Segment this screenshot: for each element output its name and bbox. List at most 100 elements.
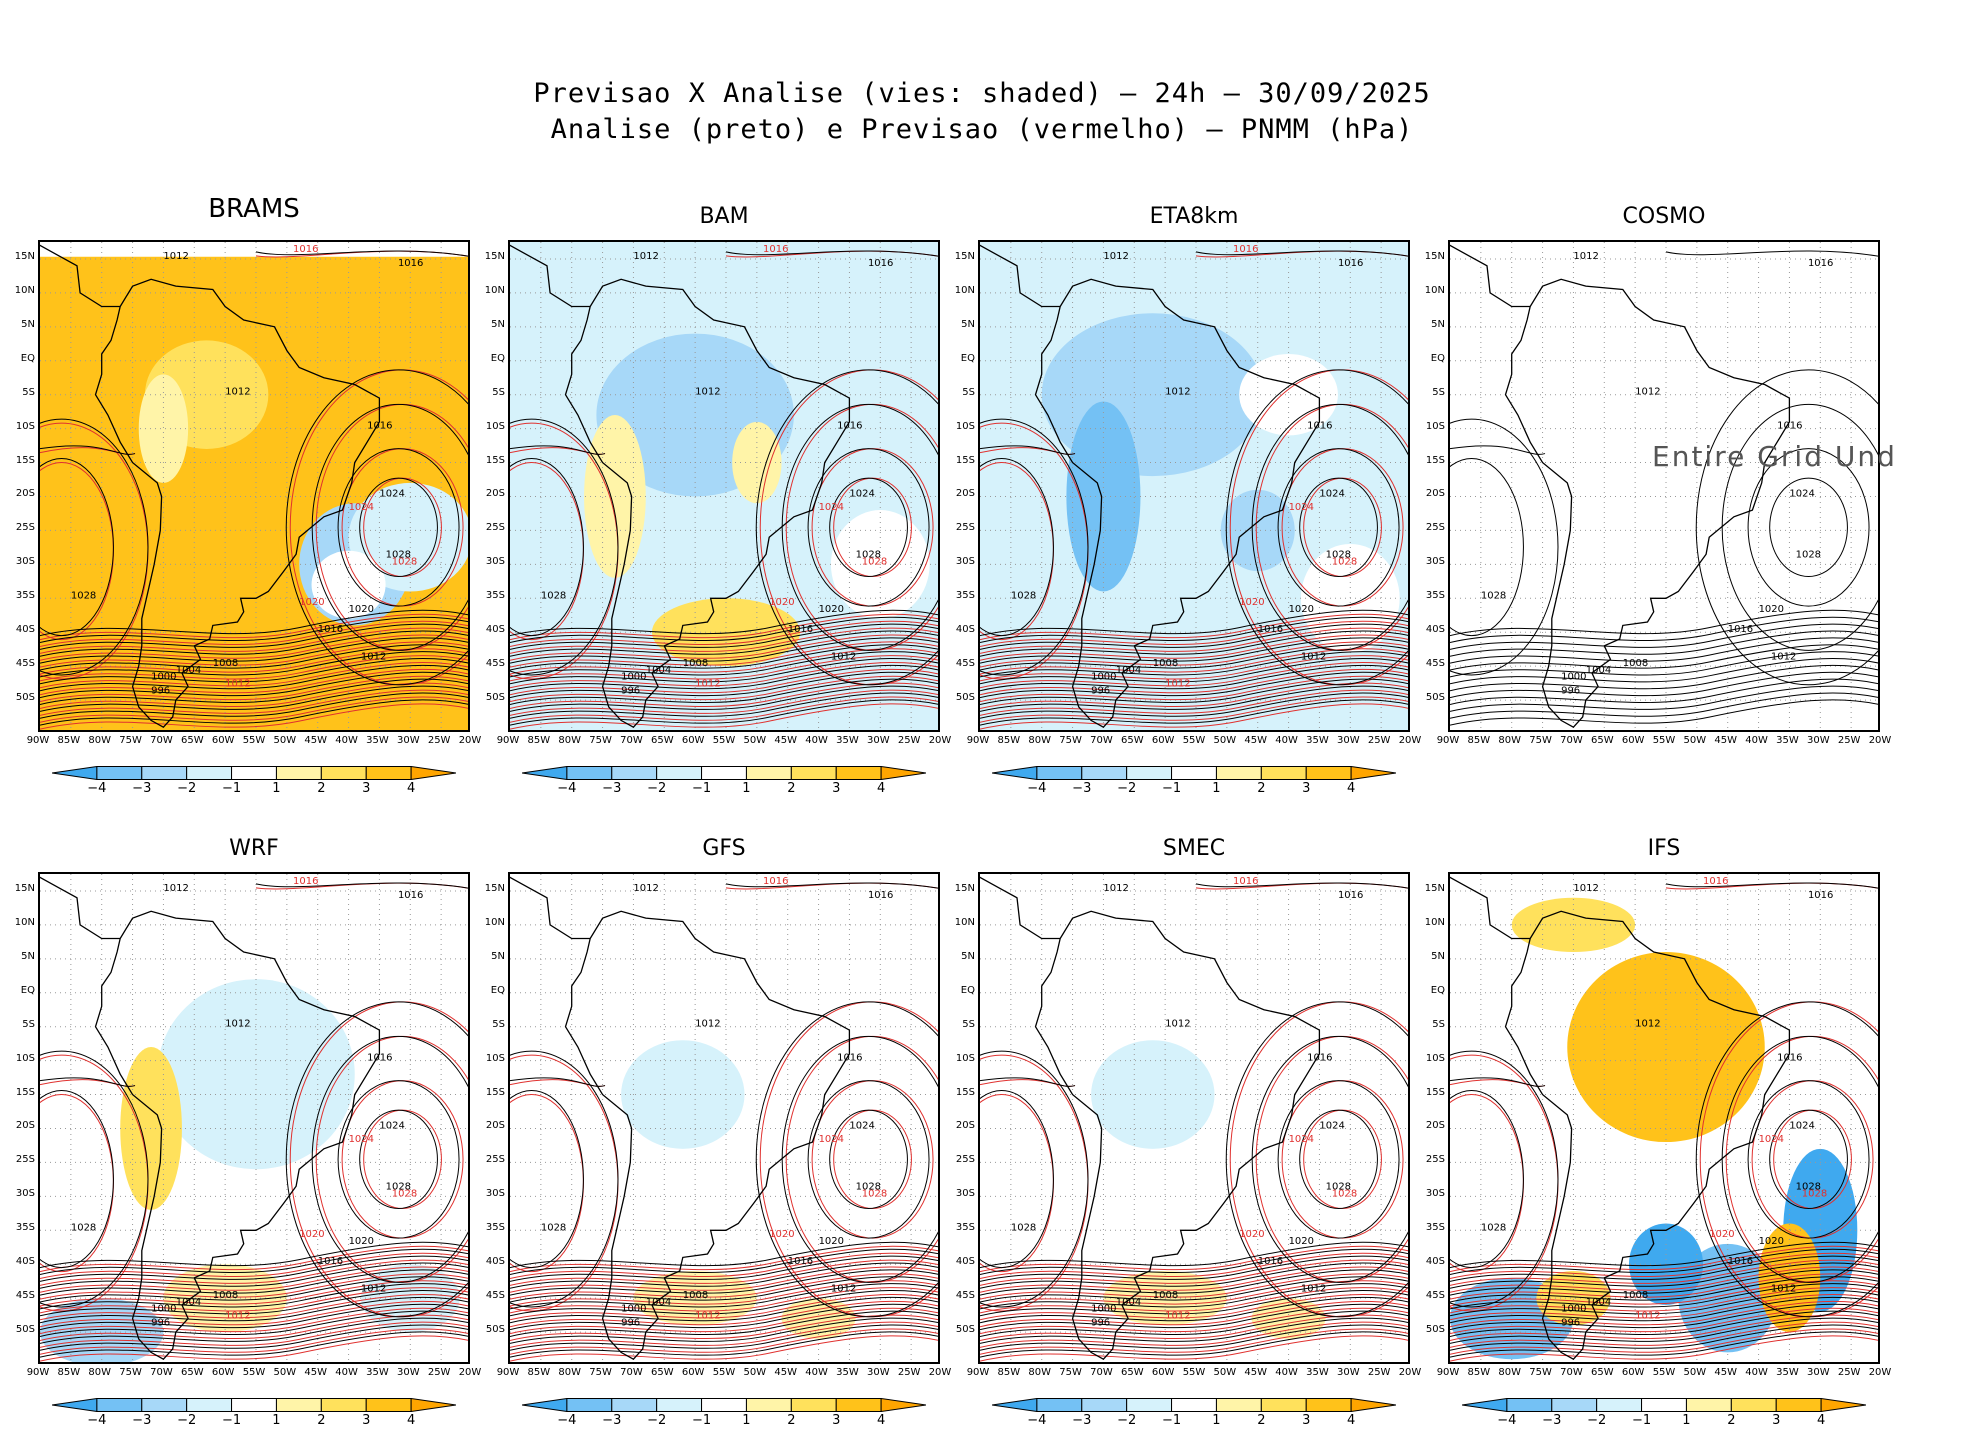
longitude-label: 70W — [620, 735, 643, 746]
bias-shading-blob — [1220, 489, 1295, 572]
latitude-label: 5S — [962, 386, 975, 398]
longitude-label: 25W — [427, 1367, 451, 1378]
longitude-label: 90W — [26, 1367, 50, 1378]
colorbar-label: −4 — [1497, 1413, 1517, 1428]
longitude-label: 65W — [650, 1367, 674, 1378]
longitude-label: 60W — [681, 1367, 705, 1378]
isobar-label: 1016 — [1808, 258, 1833, 269]
longitude-label: 20W — [1868, 1367, 1892, 1378]
isobar-contours — [980, 882, 1408, 1362]
longitude-label: 20W — [458, 1367, 482, 1378]
longitude-label: 80W — [1028, 1367, 1052, 1378]
isobar-label: 1008 — [1153, 658, 1178, 669]
colorbar-label: −2 — [647, 1413, 667, 1428]
isobar-label: 1024 — [379, 488, 404, 499]
title-line-2: Analise (preto) e Previsao (vermelho) — … — [550, 114, 1414, 145]
latitude-label: 10N — [1424, 284, 1445, 296]
longitude-label: 85W — [997, 735, 1021, 746]
isobar-label: 1020 — [769, 597, 794, 608]
latitude-label: 10N — [484, 916, 505, 928]
south-america-coastline — [564, 910, 851, 1361]
longitude-label: 70W — [620, 1367, 643, 1378]
longitude-label: 80W — [1498, 1367, 1522, 1378]
colorbar-segment — [1171, 766, 1217, 780]
latitude-label: EQ — [20, 352, 35, 364]
longitude-label: 30W — [866, 735, 890, 746]
latitude-label: 40S — [485, 624, 505, 636]
longitude-label: 50W — [1213, 1367, 1237, 1378]
latitude-label: 25S — [1425, 522, 1445, 534]
longitude-label: 85W — [527, 1367, 551, 1378]
longitude-label: 40W — [1745, 735, 1768, 746]
bias-shading-blob — [1066, 401, 1141, 592]
isobar-label: 996 — [621, 685, 640, 696]
longitude-label: 25W — [1837, 1367, 1861, 1378]
colorbar-segment — [1126, 1398, 1173, 1412]
isobar-label: 1012 — [1103, 251, 1128, 262]
isobar-label: 1016 — [1307, 421, 1332, 432]
isobar-label: 1008 — [1623, 658, 1648, 669]
colorbar-segment — [231, 1398, 277, 1412]
longitude-label: 65W — [180, 1367, 204, 1378]
longitude-label: 25W — [897, 1367, 921, 1378]
longitude-label: 65W — [650, 735, 674, 746]
latitude-label: 15N — [484, 250, 505, 262]
isobar-label: 1028 — [386, 1182, 411, 1193]
south-america-coastline — [94, 910, 381, 1361]
longitude-label: 30W — [396, 1367, 420, 1378]
isobar-label: 1028 — [1332, 556, 1357, 567]
longitude-label: 20W — [928, 735, 952, 746]
colorbar-segment — [1506, 1398, 1553, 1412]
latitude-label: 35S — [15, 1222, 35, 1234]
isobar-label: 1016 — [1777, 1053, 1802, 1064]
colorbar-label: 3 — [832, 1413, 841, 1428]
isobar-label: 1012 — [831, 1283, 856, 1294]
colorbar-segment — [52, 766, 98, 780]
longitude-label: 80W — [1028, 735, 1052, 746]
isobar-label: 1016 — [763, 876, 788, 887]
longitude-label: 75W — [589, 735, 612, 746]
longitude-label: 45W — [304, 1367, 328, 1378]
isobar-label: 1016 — [398, 258, 423, 269]
latitude-label: 45S — [15, 658, 35, 670]
longitude-label: 30W — [1806, 735, 1830, 746]
isobar-label: 1012 — [1573, 883, 1598, 894]
longitude-label: 50W — [1213, 735, 1237, 746]
colorbar-segment — [1260, 766, 1307, 780]
map-panel-cosmo: 1012 1012 1016 1024 1028 1020 1012 1008 1004 1000… — [1448, 240, 1880, 732]
latitude-label: 5N — [491, 318, 505, 330]
longitude-label: 75W — [589, 1367, 612, 1378]
colorbar-label: 1 — [1212, 1413, 1221, 1428]
isobar-label: 1012 — [1635, 1019, 1660, 1030]
colorbar-segment — [1551, 1398, 1598, 1412]
map-svg: 1012 1012 1016 1024 1028 1020 1012 1008 10041000… — [1450, 874, 1878, 1362]
latitude-label: 10S — [955, 1052, 975, 1064]
longitude-label: 60W — [1151, 1367, 1175, 1378]
isobar-label: 1016 — [318, 624, 343, 635]
colorbar-label: 4 — [876, 1413, 886, 1428]
longitude-label: 85W — [57, 1367, 81, 1378]
colorbar-segment — [410, 766, 456, 780]
latitude-label: 20S — [955, 1120, 975, 1132]
latitude-label: 20S — [485, 488, 505, 500]
isobar-label: 1012 — [1301, 651, 1326, 662]
bias-shading-blob — [138, 374, 189, 483]
isobar-label: 996 — [151, 1317, 170, 1328]
latitude-label: 50S — [955, 1324, 975, 1336]
longitude-label: 45W — [1244, 735, 1268, 746]
isobar-label: 1000 — [1561, 1304, 1586, 1315]
map-svg: 1012 1012 1016 1024 1028 1020 1012 1008 10041000… — [510, 242, 938, 730]
isobar-label: 1016 — [293, 244, 318, 255]
latitude-label: 5N — [1431, 950, 1445, 962]
longitude-label: 85W — [527, 735, 551, 746]
isobar-label: 1016 — [1808, 890, 1833, 901]
isobar-label: 1028 — [856, 1182, 881, 1193]
colorbar-label: −4 — [1027, 1413, 1047, 1428]
longitude-label: 70W — [150, 1367, 173, 1378]
longitude-label: 90W — [496, 735, 520, 746]
isobar-label: 1004 — [646, 665, 671, 676]
colorbar-label: −1 — [1631, 1413, 1652, 1428]
latitude-label: 50S — [1425, 1324, 1445, 1336]
isobar-label: 996 — [151, 685, 170, 696]
isobar-label: 1004 — [1116, 1297, 1141, 1308]
